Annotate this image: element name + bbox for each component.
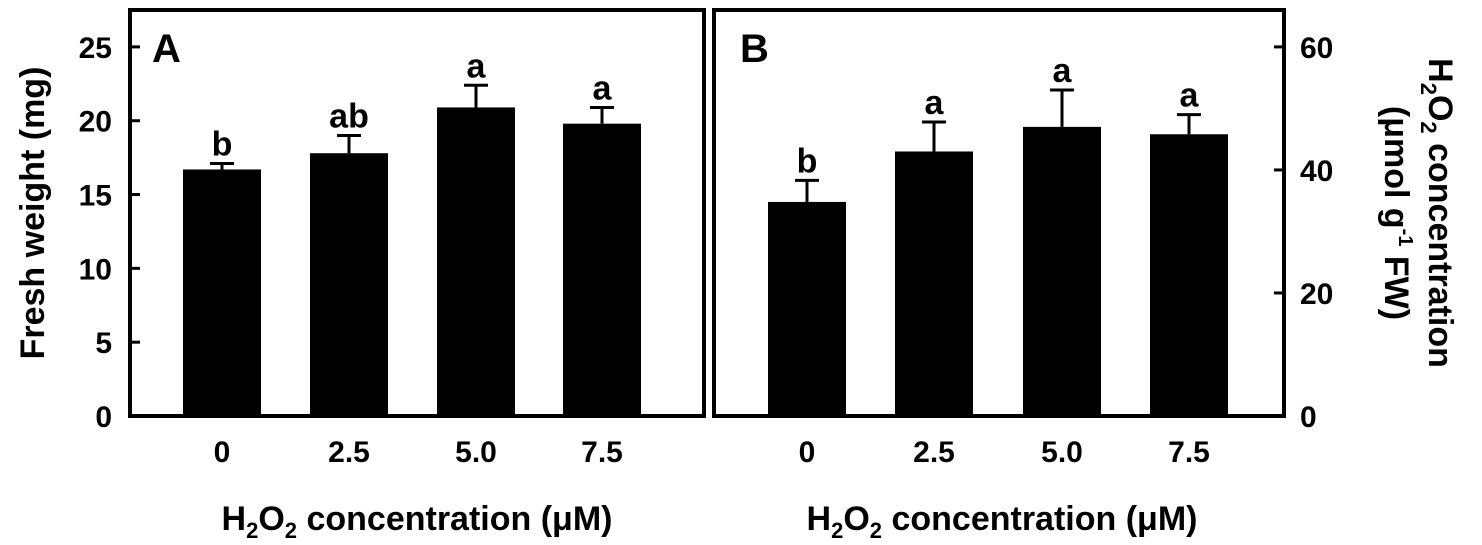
panel-b: B 0 20 40 60 b a a a 0 2.5 5.0 7.5 H2O2 concentra…	[712, 8, 1459, 543]
y-tick-label: 20	[79, 106, 112, 139]
y-tick-label: 15	[79, 180, 112, 213]
x-tick-label: 5.0	[455, 436, 497, 469]
panel-a-bars: b ab a a	[183, 47, 641, 417]
panel-a-label: A	[152, 27, 181, 71]
panel-b-frame	[712, 8, 1286, 418]
y-tick-label: 0	[95, 401, 112, 434]
y-tick-label: 60	[1300, 32, 1333, 65]
bar	[1150, 134, 1228, 416]
panel-b-x-axis-label: H2O2 concentration (μM)	[807, 500, 1198, 543]
y-tick-label: 25	[79, 32, 112, 65]
panel-b-y-axis-label: H2O2 concentration (μmol g-1 FW)	[1377, 58, 1459, 368]
bar	[183, 169, 261, 416]
panel-a-frame	[128, 8, 706, 418]
significance-label: a	[1053, 52, 1073, 90]
panel-b-y-ticks: 0 20 40 60	[1274, 32, 1333, 434]
x-tick-label: 0	[799, 436, 816, 469]
panel-b-y-axis-label-line1: H2O2 concentration	[1416, 58, 1459, 368]
significance-label: a	[593, 69, 613, 107]
y-tick-label: 20	[1300, 278, 1333, 311]
bar	[895, 151, 973, 416]
bar	[1023, 126, 1101, 416]
x-tick-label: 2.5	[913, 436, 955, 469]
x-tick-label: 5.0	[1041, 436, 1083, 469]
y-tick-label: 40	[1300, 155, 1333, 188]
bar	[563, 123, 641, 417]
y-tick-label: 5	[95, 327, 112, 360]
significance-label: ab	[329, 97, 369, 135]
panel-b-bars: b a a a	[768, 52, 1228, 416]
x-tick-label: 2.5	[328, 436, 370, 469]
panel-a-x-ticks: 0 2.5 5.0 7.5	[214, 408, 623, 469]
x-tick-label: 7.5	[1168, 436, 1210, 469]
y-tick-label: 0	[1300, 401, 1317, 434]
panel-a-x-axis-label: H2O2 concentration (μM)	[222, 500, 613, 543]
panel-a: A 0 5 10 15 20 25 b ab a a 0 2.5 5.0 7.5 Fresh weig…	[14, 8, 706, 543]
bar	[310, 153, 388, 416]
bar	[437, 107, 515, 416]
significance-label: b	[212, 126, 233, 164]
panel-b-y-axis-label-line2: (μmol g-1 FW)	[1377, 106, 1416, 320]
significance-label: a	[925, 84, 945, 122]
panel-a-y-axis-label: Fresh weight (mg)	[14, 67, 52, 360]
x-tick-label: 0	[214, 436, 231, 469]
significance-label: b	[797, 142, 818, 180]
y-tick-label: 10	[79, 253, 112, 286]
panel-b-x-ticks: 0 2.5 5.0 7.5	[799, 408, 1210, 469]
significance-label: a	[1180, 77, 1200, 115]
significance-label: a	[467, 47, 487, 85]
panel-b-label: B	[740, 27, 769, 71]
x-tick-label: 7.5	[581, 436, 623, 469]
bar	[768, 201, 846, 416]
panel-a-y-ticks: 0 5 10 15 20 25	[79, 32, 140, 434]
